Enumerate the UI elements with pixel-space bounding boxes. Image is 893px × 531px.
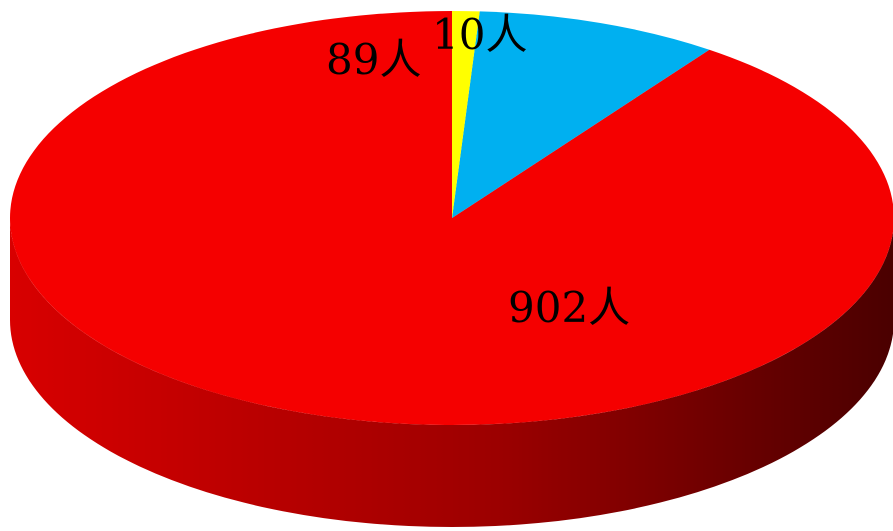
slice-label-902: 902人 [508,283,630,332]
pie-labels: 902人 89人 10人 [326,10,630,332]
pie-top-face [10,11,893,425]
slice-label-10: 10人 [432,10,527,59]
slice-side-902 [10,218,893,527]
slice-89 [452,11,710,218]
slice-label-89: 89人 [326,35,421,84]
slice-902 [10,11,893,425]
pie-side-wall [10,218,893,527]
slice-10 [452,11,480,218]
